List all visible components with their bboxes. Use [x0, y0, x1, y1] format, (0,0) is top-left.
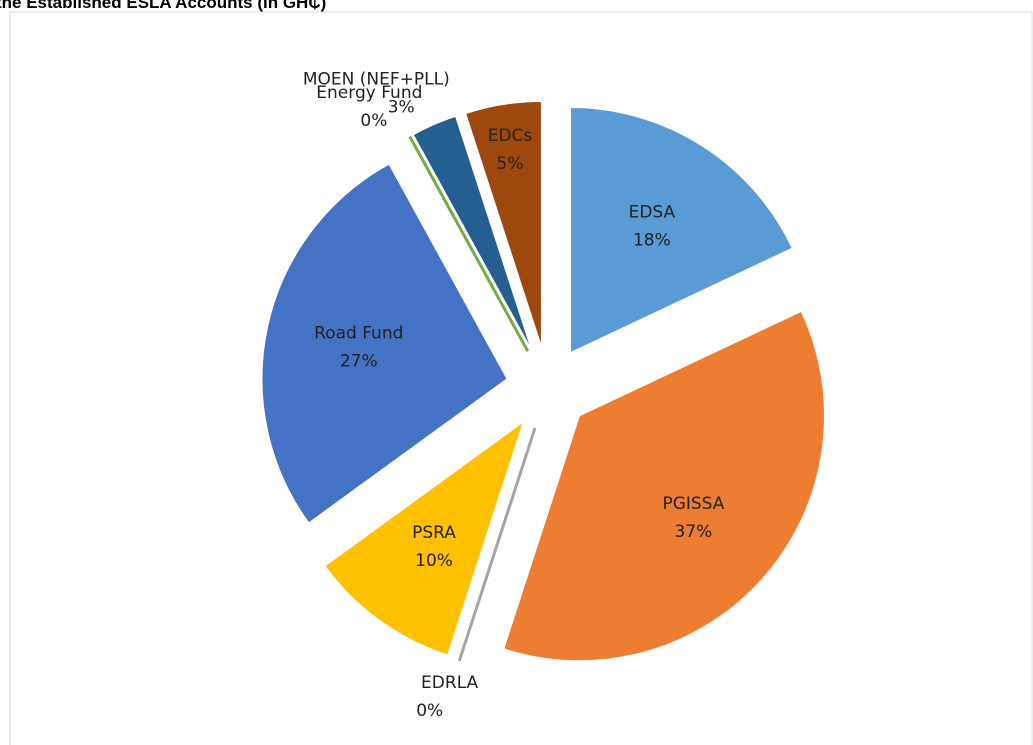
slice-label: EDRLA [421, 673, 479, 693]
slice-value-label: 0% [360, 111, 387, 131]
slice-value-label: 10% [415, 551, 453, 571]
pie-slice [261, 163, 508, 524]
pie-slice [408, 135, 530, 352]
slice-label: Road Fund [314, 324, 403, 344]
slice-value-label: 18% [633, 230, 671, 250]
pie-slice [503, 310, 825, 662]
slice-label: MOEN (NEF+PLL) [303, 70, 450, 90]
slice-label: EDCs [488, 126, 533, 146]
pie-slice [465, 101, 542, 347]
slice-label: PGISSA [662, 494, 724, 514]
pie-slice [570, 107, 793, 354]
slice-value-label: 37% [675, 522, 713, 542]
pie-slice [457, 427, 537, 662]
slice-value-label: 0% [416, 701, 443, 721]
slice-value-label: 3% [388, 98, 415, 118]
slice-label: PSRA [412, 523, 456, 543]
pie-slice [324, 420, 525, 656]
chart-title: the Established ESLA Accounts (in GH₵) [0, 0, 326, 12]
slice-value-label: 27% [340, 352, 378, 372]
slice-label: Energy Fund [316, 83, 422, 103]
pie-slice [412, 115, 532, 350]
slice-label: EDSA [629, 202, 676, 222]
slice-value-label: 5% [497, 154, 524, 174]
